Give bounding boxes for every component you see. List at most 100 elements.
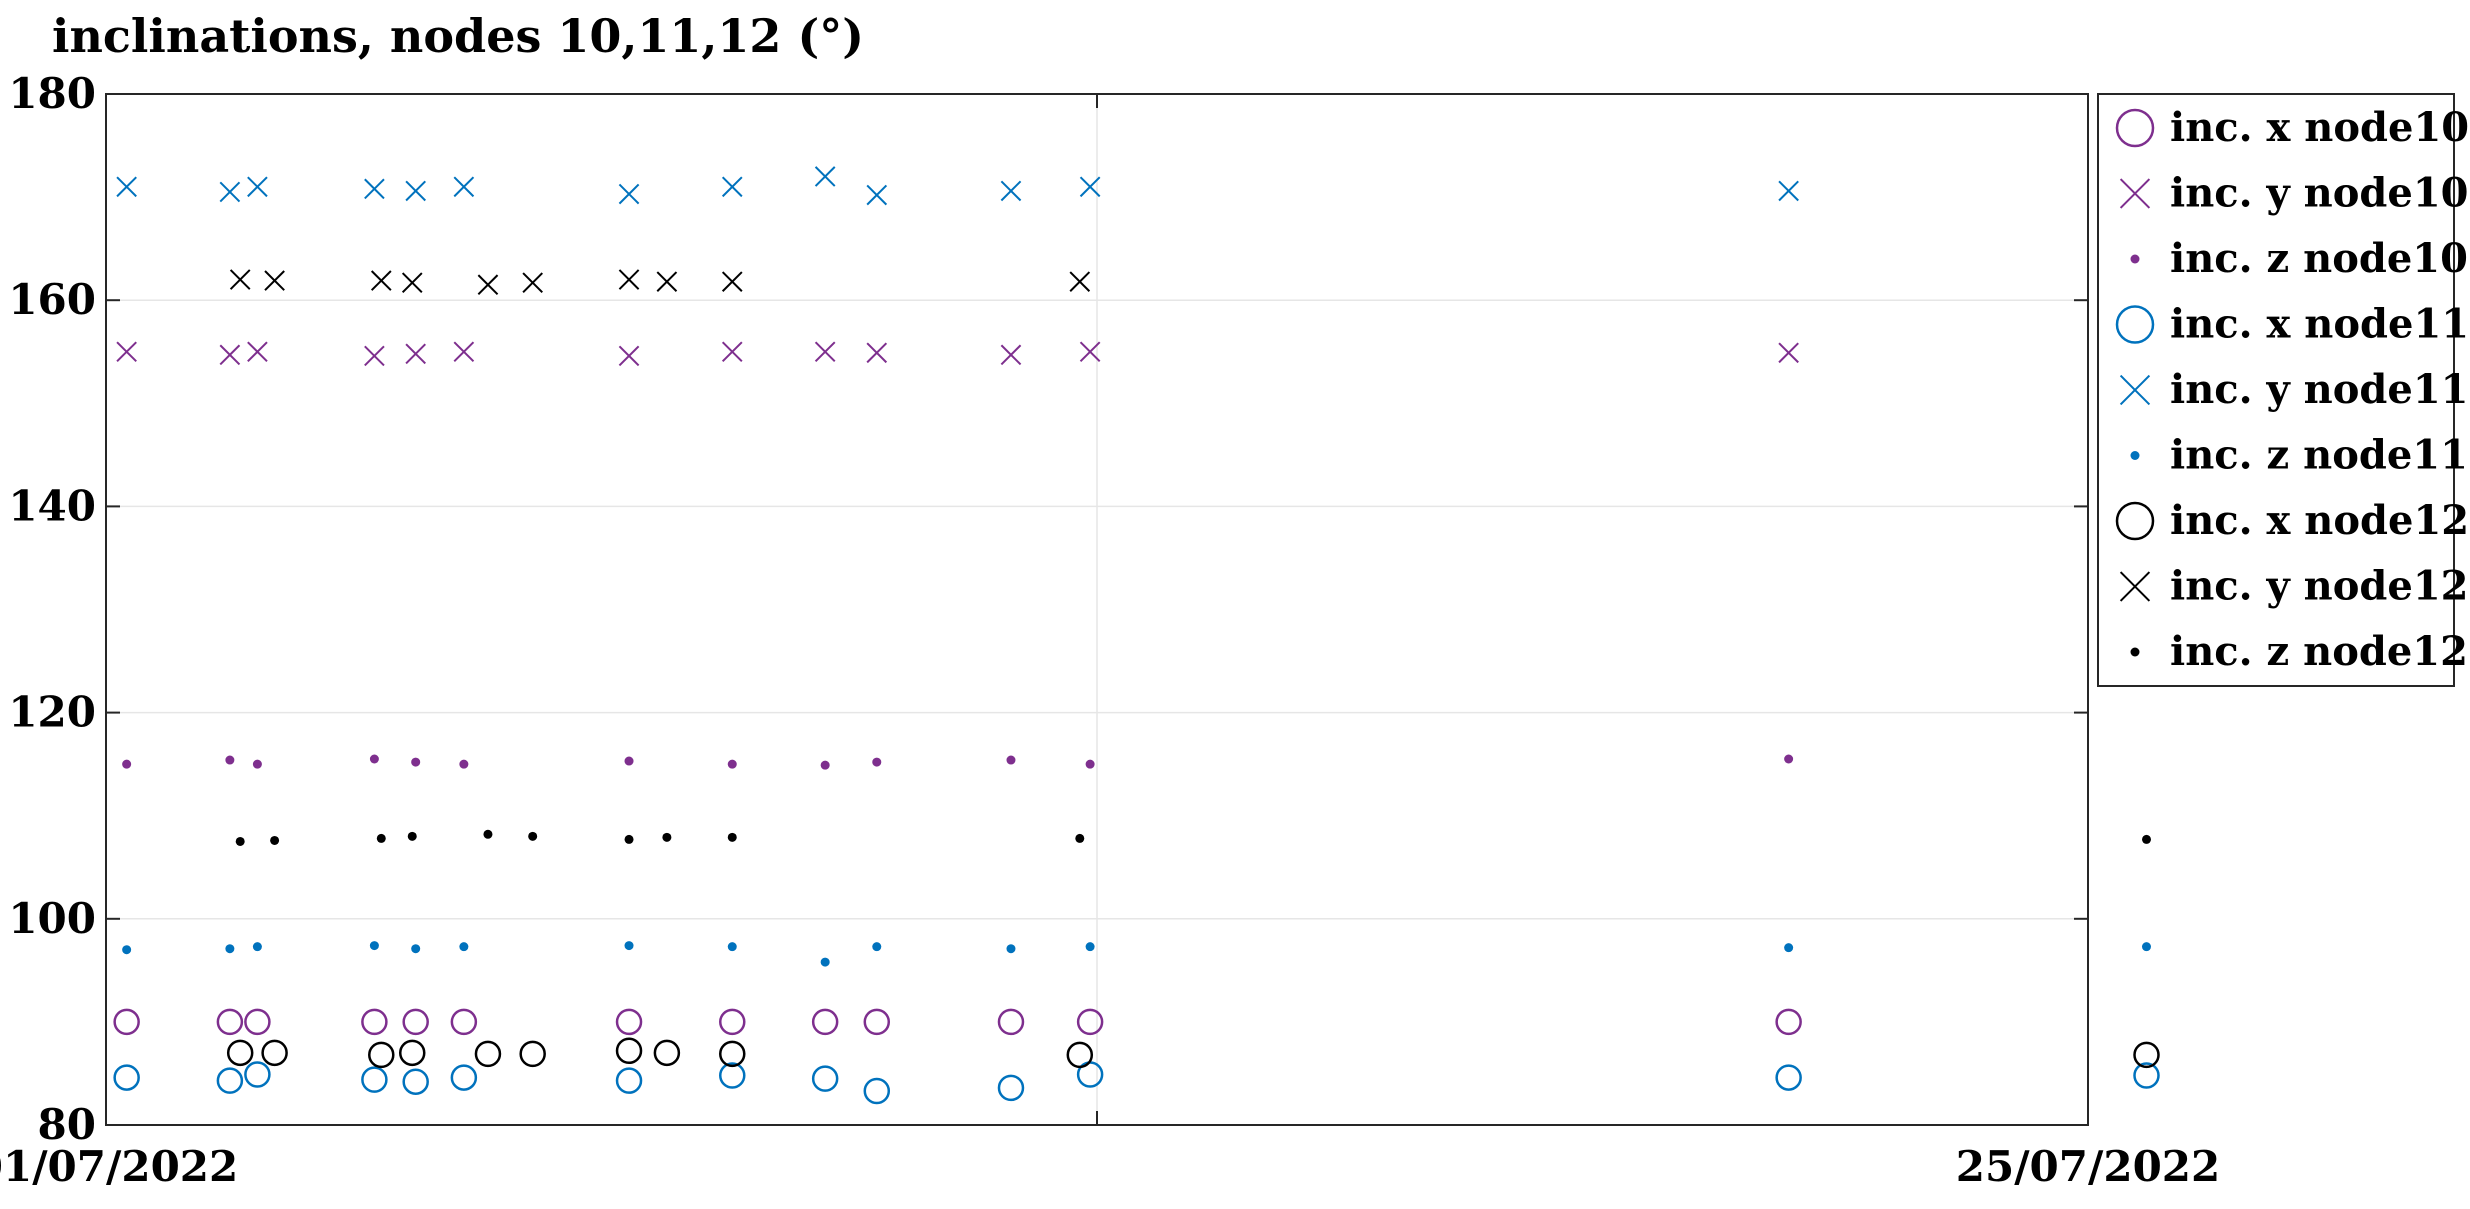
data-point [2133,1062,2160,1089]
data-point [216,1067,244,1094]
data-point [721,271,743,292]
data-point [615,1067,643,1094]
data-point [814,341,836,363]
data-point-stroke-b [370,270,392,291]
chart-title: inclinations, nodes 10,11,12 (°) [52,9,864,63]
data-point-stroke-b [116,176,137,198]
data-point-stroke-b [1778,342,1799,364]
data-point [866,342,888,364]
series-6 [122,941,2151,967]
data-point [411,944,421,954]
data-point [1784,943,1794,953]
data-point-stroke-b [814,166,836,187]
legend-marker [2119,374,2151,406]
data-point [1778,342,1799,364]
data-point [1784,754,1794,764]
data-point [405,180,426,202]
data-point [116,341,137,363]
data-point [1000,344,1022,366]
data-point-stroke-b [405,180,426,202]
grid-lines [106,94,2088,1125]
data-point-stroke-b [219,181,241,203]
data-point [1066,1041,1094,1069]
data-point [662,832,672,842]
data-point-stroke-b [866,184,888,206]
data-point [1079,176,1101,198]
data-point [1069,271,1091,292]
data-point [264,270,285,291]
legend-marker [2130,451,2140,460]
legend-item: inc. y node12 [2119,563,2469,610]
data-point [624,756,634,766]
data-point [270,835,280,845]
data-point [624,834,634,844]
legend-label: inc. y node10 [2170,170,2469,217]
data-point [820,760,830,770]
data-point [450,1008,478,1036]
legend-marker [2119,178,2151,209]
y-tick-label: 80 [38,1100,96,1149]
data-point [361,1008,388,1036]
legend-marker [2119,571,2151,602]
legend-marker-stroke-b [2119,571,2151,602]
data-point [219,344,241,366]
data-point-stroke-b [453,176,475,198]
data-point-stroke-b [721,176,743,198]
data-point-stroke-b [1079,176,1101,198]
legend-marker-stroke-b [2119,374,2151,406]
data-point [519,1040,546,1068]
legend-box [2097,93,2455,687]
data-point [727,942,737,952]
legend-marker [2130,647,2140,657]
data-point [727,759,737,769]
data-point [450,1064,478,1091]
legend-marker [2130,254,2140,264]
data-point [1085,759,1095,769]
data-point [656,271,678,292]
data-point [474,1040,502,1068]
data-point [721,341,743,363]
data-point [122,759,132,769]
data-point [225,755,235,765]
data-point [483,829,493,839]
data-point-stroke-b [866,342,888,364]
data-point [615,1008,643,1036]
data-point [721,176,743,198]
x-tick-label: 25/07/2022 [1956,1142,2220,1191]
x-tick-label: 01/07/2022 [0,1142,238,1191]
legend-item: inc. z node10 [2130,235,2468,282]
data-point-stroke-b [116,341,137,363]
data-point [1778,180,1799,202]
data-point [1775,1008,1802,1036]
data-point [376,833,386,843]
data-point [364,178,385,200]
legend-label: inc. y node12 [2170,563,2469,610]
data-point [261,1039,288,1067]
data-point-stroke-b [405,343,426,365]
data-point-stroke-b [264,270,285,291]
data-point [398,1039,426,1067]
data-point-stroke-b [364,178,385,200]
data-point [1775,1064,1802,1091]
data-point-stroke-b [618,269,640,290]
data-point [226,1039,254,1067]
data-point [1079,341,1101,363]
data-point [1076,1008,1104,1036]
data-point [113,1064,140,1091]
legend-item: inc. y node11 [2119,366,2469,413]
data-point [814,166,836,187]
data-point-stroke-b [721,271,743,292]
data-point [364,345,385,367]
legend-marker [2115,108,2155,148]
data-point [522,272,543,293]
data-point-stroke-b [618,183,640,205]
data-point [618,345,640,367]
data-point [1006,755,1016,765]
data-point-stroke-b [219,344,241,366]
data-point [244,1061,271,1088]
data-point-stroke-b [247,176,268,198]
data-point [2133,1041,2160,1069]
data-point [401,272,423,293]
data-point [122,945,132,955]
data-point [866,184,888,206]
